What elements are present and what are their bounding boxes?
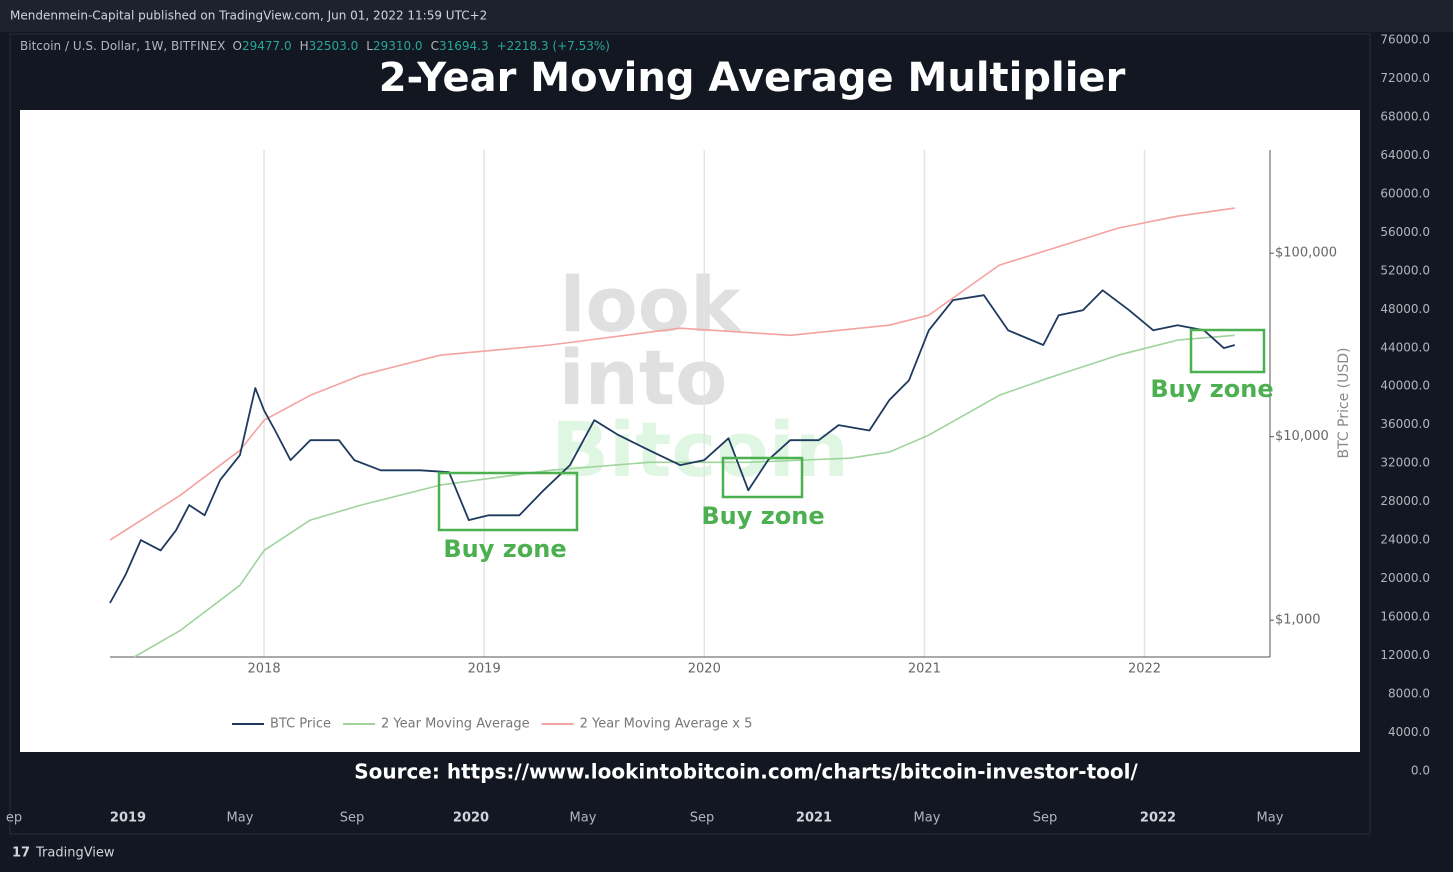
price-scale-label: 44000.0 <box>1380 340 1430 354</box>
price-scale-label: 60000.0 <box>1380 186 1430 200</box>
price-scale-label: 32000.0 <box>1380 456 1430 470</box>
price-scale-label: 76000.0 <box>1380 33 1430 47</box>
price-scale-label: 4000.0 <box>1388 725 1430 739</box>
watermark: into <box>559 333 728 422</box>
legend-label: 2 Year Moving Average x 5 <box>580 717 753 732</box>
x-tick-label: 2022 <box>1128 662 1161 677</box>
time-scale-label: Sep <box>340 811 365 826</box>
x-tick-label: 2019 <box>468 662 501 677</box>
time-scale-label: 2019 <box>110 811 146 826</box>
ohlc-label: L <box>366 39 373 53</box>
time-scale-label: 2021 <box>796 811 832 826</box>
buy-zone-box <box>437 471 579 532</box>
brand: TradingView <box>35 846 115 861</box>
watermark: Bitcoin <box>551 405 849 494</box>
price-scale-label: 20000.0 <box>1380 571 1430 585</box>
buy-zone-box <box>1189 328 1266 374</box>
time-scale-label: ep <box>6 811 22 826</box>
symbol-name: Bitcoin / U.S. Dollar, 1W, BITFINEX <box>20 39 225 53</box>
price-scale-label: 48000.0 <box>1380 302 1430 316</box>
source: Source: https://www.lookintobitcoin.com/… <box>354 760 1138 784</box>
ohlc-value: 29310.0 <box>373 39 423 53</box>
price-scale-label: 72000.0 <box>1380 71 1430 85</box>
time-scale-label: 2020 <box>453 811 489 826</box>
y-tick-label: $10,000 <box>1275 429 1329 444</box>
watermark: look <box>559 260 741 349</box>
y-tick-label: $100,000 <box>1275 246 1337 261</box>
ohlc-value: 31694.3 <box>439 39 489 53</box>
time-scale-label: May <box>570 811 597 826</box>
ohlc-value: 32503.0 <box>309 39 359 53</box>
price-scale-label: 24000.0 <box>1380 533 1430 547</box>
legend-label: BTC Price <box>270 717 331 732</box>
series-line <box>109 289 1236 604</box>
price-scale-label: 16000.0 <box>1380 610 1430 624</box>
publisher: Mendenmein-Capital published on TradingV… <box>10 9 487 23</box>
time-scale-label: May <box>1257 811 1284 826</box>
ohlc-label: H <box>300 39 309 53</box>
y-tick-label: $1,000 <box>1275 613 1321 628</box>
ohlc-label: O <box>233 39 242 53</box>
annotation: Buy zone <box>443 535 566 563</box>
change: +2218.3 (+7.53%) <box>497 39 610 53</box>
price-scale-label: 36000.0 <box>1380 417 1430 431</box>
annotation: Buy zone <box>1150 375 1273 403</box>
price-scale-label: 28000.0 <box>1380 494 1430 508</box>
chart-image <box>20 110 1360 752</box>
series-line <box>133 334 1235 658</box>
footer-bar <box>0 838 1453 872</box>
x-tick-label: 2020 <box>688 662 721 677</box>
chart-title: 2-Year Moving Average Multiplier <box>379 55 1126 101</box>
x-tick-label: 2018 <box>248 662 281 677</box>
time-scale-label: Sep <box>690 811 715 826</box>
price-scale-label: 8000.0 <box>1388 686 1430 700</box>
x-tick-label: 2021 <box>908 662 941 677</box>
series-line <box>109 207 1235 541</box>
price-scale-label: 40000.0 <box>1380 379 1430 393</box>
header-bar <box>0 0 1453 32</box>
time-scale-label: Sep <box>1033 811 1058 826</box>
time-scale-label: May <box>227 811 254 826</box>
time-scale-label: 2022 <box>1140 811 1176 826</box>
ohlc-label: C <box>431 39 439 53</box>
price-scale-label: 0.0 <box>1411 763 1430 777</box>
buy-zone-box <box>721 456 804 499</box>
chart-pane <box>9 33 1371 835</box>
price-scale-label: 64000.0 <box>1380 148 1430 162</box>
symbol-line: Bitcoin / U.S. Dollar, 1W, BITFINEX O2947… <box>20 39 610 53</box>
price-scale-label: 68000.0 <box>1380 109 1430 123</box>
price-scale-label: 12000.0 <box>1380 648 1430 662</box>
price-scale-label: 56000.0 <box>1380 225 1430 239</box>
annotation: Buy zone <box>701 502 824 530</box>
legend-label: 2 Year Moving Average <box>381 717 530 732</box>
price-scale-label: 52000.0 <box>1380 263 1430 277</box>
y-axis-label: BTC Price (USD) <box>1336 347 1352 458</box>
ohlc-value: 29477.0 <box>242 39 292 53</box>
scales: 76000.0 72000.0 68000.0 64000.0 60000.0 56000… <box>6 33 1430 826</box>
time-scale-label: May <box>914 811 941 826</box>
tv-logo: 17 <box>12 846 30 861</box>
